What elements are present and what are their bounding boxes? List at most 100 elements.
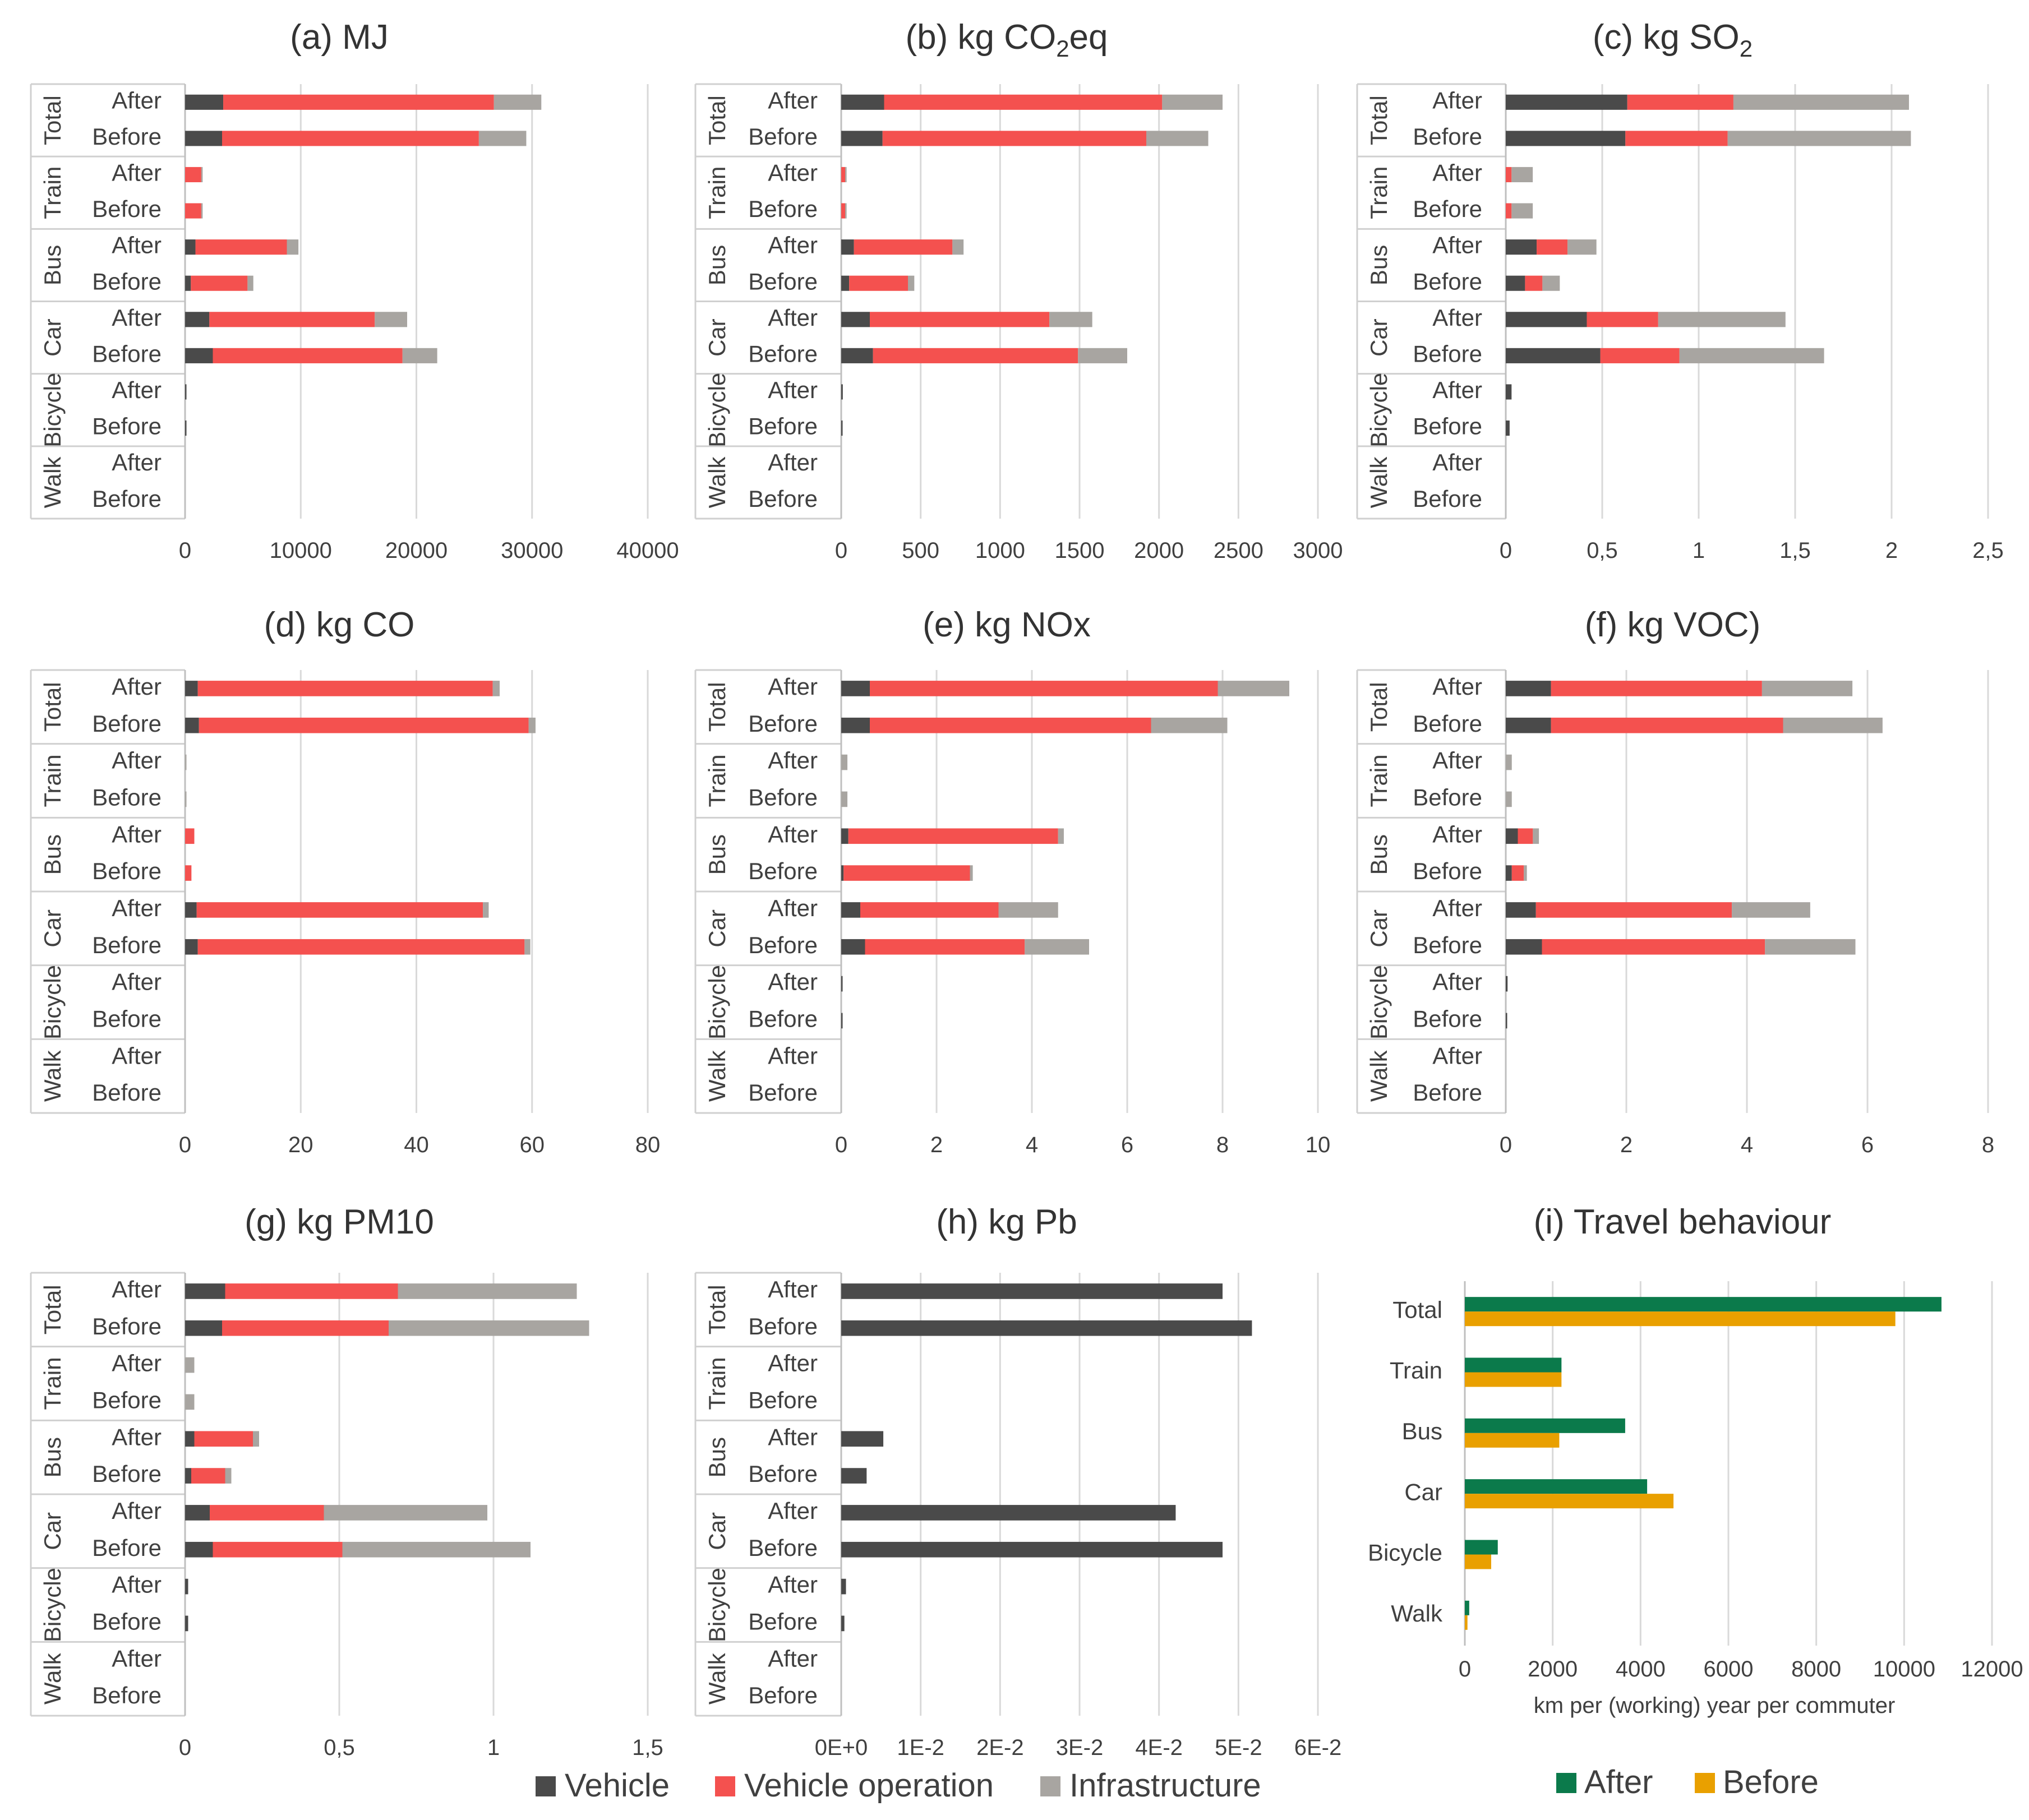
bar-segment-car-before	[841, 1541, 1223, 1558]
bar-segment-train-after	[841, 167, 846, 183]
bar-segment-total-after	[1627, 94, 1733, 110]
bar-bicycle-before	[1465, 1554, 1491, 1569]
bar-walk-before	[1465, 1615, 1468, 1630]
period-label: After	[1432, 673, 1482, 700]
bar-segment-total-before	[1146, 131, 1209, 146]
period-label: After	[112, 1276, 162, 1302]
bar-segment-total-before	[1625, 131, 1728, 146]
group-label: Bus	[704, 1437, 730, 1477]
period-label: Before	[92, 1461, 162, 1487]
bar-total-before	[1465, 1311, 1896, 1327]
period-label: Before	[748, 1387, 818, 1413]
period-label: Before	[1413, 1079, 1482, 1106]
group-label: Car	[704, 318, 730, 357]
panel-title: (h) kg Pb	[936, 1203, 1077, 1241]
bar-segment-total-after	[841, 681, 870, 696]
bar-segment-bus-before	[841, 865, 844, 881]
bar-segment-total-after	[223, 94, 494, 110]
x-tick-label: 2	[1620, 1133, 1633, 1157]
category-label: Total	[1392, 1296, 1442, 1323]
bar-segment-car-before	[213, 1541, 343, 1558]
bar-train-before	[1465, 1372, 1562, 1387]
bar-segment-car-after	[841, 1505, 1176, 1521]
bar-segment-total-after	[870, 681, 1218, 696]
bar-segment-total-before	[222, 1320, 389, 1336]
panel-7: (h) kg Pb 0E+0 1E-2 2E-2 3E-2 4E-2 5E-2 6E-2 Tot…	[694, 1203, 1341, 1760]
bar-segment-train-after	[185, 754, 187, 770]
bar-segment-bus-after	[1518, 828, 1533, 844]
period-label: After	[1432, 160, 1482, 186]
x-tick-label: 1,5	[632, 1735, 663, 1760]
bar-segment-total-before	[528, 717, 536, 733]
period-label: After	[1432, 449, 1482, 475]
bar-segment-train-after	[1511, 167, 1533, 183]
bar-segment-car-after	[1049, 312, 1092, 327]
bar-segment-bus-after	[185, 239, 196, 255]
bar-segment-total-before	[185, 717, 199, 733]
period-label: After	[1432, 747, 1482, 774]
x-tick-label: 2	[1885, 538, 1898, 563]
x-tick-label: 40	[404, 1133, 429, 1157]
bar-segment-car-before	[213, 348, 403, 363]
bar-segment-total-after	[1733, 94, 1909, 110]
group-label: Bicycle	[39, 965, 66, 1040]
bar-segment-total-before	[389, 1320, 589, 1336]
bar-segment-car-before	[1600, 348, 1680, 363]
bar-segment-total-after	[185, 94, 224, 110]
period-label: Before	[748, 123, 818, 150]
period-label: After	[768, 895, 818, 921]
bar-segment-total-after	[1506, 681, 1551, 696]
group-label: Total	[1366, 682, 1392, 732]
bar-segment-bus-after	[1537, 239, 1568, 255]
bar-segment-train-before	[201, 203, 203, 219]
bar-segment-train-after	[185, 1357, 195, 1373]
x-tick-label: 10000	[270, 538, 332, 563]
period-label: After	[1432, 969, 1482, 995]
group-label: Car	[704, 909, 730, 948]
period-label: Before	[748, 486, 818, 512]
bar-segment-bicycle-before	[841, 1615, 845, 1632]
bar-segment-total-before	[1783, 717, 1883, 733]
bar-segment-car-before	[1679, 348, 1824, 363]
bar-segment-train-after	[841, 754, 848, 770]
period-label: After	[112, 895, 162, 921]
bar-segment-bus-after	[185, 828, 195, 844]
x-tick-label: 0	[1459, 1657, 1471, 1682]
x-tick-label: 20	[288, 1133, 313, 1157]
legend-label: Vehicle	[565, 1767, 670, 1804]
group-label: Total	[704, 682, 730, 732]
group-label: Walk	[704, 1652, 730, 1704]
bar-segment-bus-before	[849, 275, 908, 291]
period-label: After	[112, 1498, 162, 1524]
group-label: Bus	[704, 834, 730, 875]
group-label: Bus	[39, 1437, 66, 1477]
period-label: After	[768, 1645, 818, 1671]
bar-segment-bus-after	[185, 1431, 195, 1447]
x-tick-label: 40000	[616, 538, 679, 563]
period-label: Before	[748, 1682, 818, 1708]
bar-segment-total-before	[841, 1320, 1252, 1336]
x-tick-label: 80	[635, 1133, 661, 1157]
bar-segment-car-before	[1506, 939, 1542, 955]
bar-segment-total-before	[841, 131, 883, 146]
x-tick-label: 4	[1741, 1133, 1753, 1157]
bar-segment-total-after	[185, 681, 198, 696]
x-tick-label: 0	[835, 1133, 847, 1157]
period-label: Before	[92, 1313, 162, 1339]
x-tick-label: 8	[1982, 1133, 1994, 1157]
period-label: After	[112, 1042, 162, 1069]
panel-title: (c) kg SO2	[1593, 18, 1753, 62]
period-label: Before	[92, 340, 162, 367]
bar-segment-bus-after	[1506, 239, 1537, 255]
x-tick-label: 10000	[1873, 1657, 1935, 1682]
period-label: After	[112, 821, 162, 847]
bar-segment-car-after	[324, 1505, 487, 1521]
group-label: Total	[39, 682, 66, 732]
period-label: Before	[92, 784, 162, 811]
group-label: Car	[704, 1512, 730, 1550]
period-label: After	[768, 160, 818, 186]
period-label: After	[768, 1498, 818, 1524]
period-label: Before	[748, 1313, 818, 1339]
x-tick-label: 0	[179, 1735, 191, 1760]
